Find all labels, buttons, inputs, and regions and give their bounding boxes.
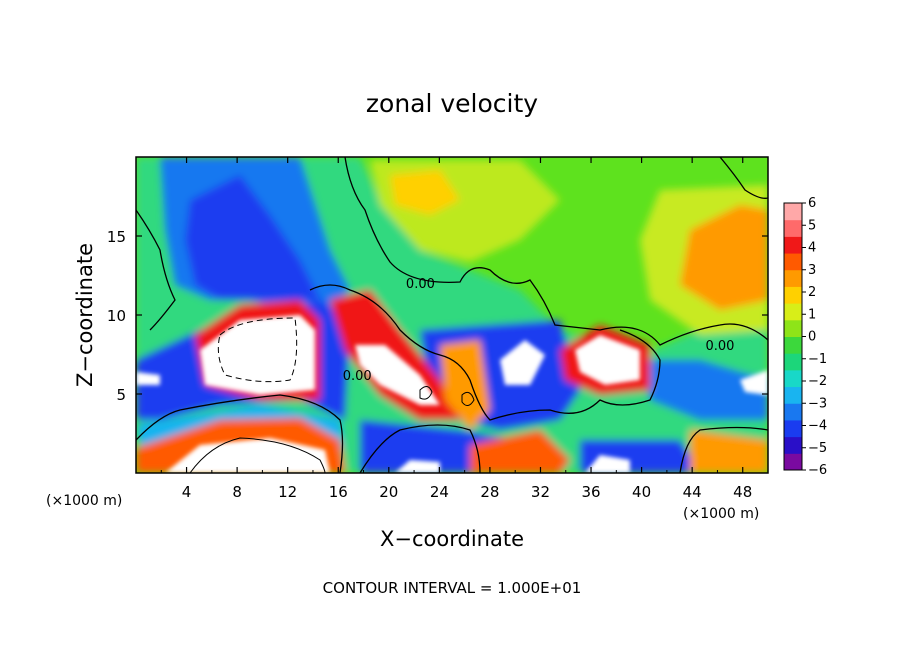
saturated-core-right [575,335,640,385]
colorbar-swatch [784,286,802,304]
y-tick-label: 10 [107,307,126,325]
contour-zero-upper-right [719,157,768,199]
y-tick-label: 5 [116,386,126,404]
x-tick-label: 8 [232,483,242,501]
colorbar-tick-label: 1 [808,307,816,322]
contour-small-loop-center [419,386,433,400]
x-tick-label: 40 [632,483,651,501]
colorbar-swatch [784,269,802,287]
colorbar-tick-label: −4 [808,419,827,434]
colorbar-swatch [784,303,802,321]
x-tick-label: 32 [531,483,550,501]
colorbar-swatch [784,353,802,371]
y-axis-label: Z−coordinate [73,243,97,387]
contour-zero-left [136,209,176,331]
colorbar-tick-label: −2 [808,374,827,389]
orange-region-bottom-center [470,430,570,473]
contour-zero-bottom-mid [359,424,481,473]
saturated-core-center [355,345,440,405]
x-tick-label: 4 [182,483,192,501]
dark-blue-band-left [185,175,320,300]
colorbar-tick-label: −6 [808,463,827,478]
x-tick-label: 48 [733,483,752,501]
saturated-core-bottom-left [165,438,330,473]
colorbar: 6 5 4 3 2 1 0 −1 −2 −3 −4 −5 −6 [783,196,827,478]
x-tick-label: 16 [329,483,348,501]
heatmap-field: 0.00 0.00 0.00 [136,157,768,473]
orange-blob-right [680,205,768,310]
y-tick-label: 15 [107,228,126,246]
contour-value-label: 0.00 [406,277,435,292]
colorbar-swatch [784,453,802,471]
colorbar-tick-label: 6 [808,196,816,211]
contour-value-label: 0.00 [705,339,734,354]
chart-title: zonal velocity [366,89,538,118]
colorbar-swatch [784,253,802,271]
colorbar-swatch [784,219,802,237]
colorbar-tick-label: 2 [808,285,816,300]
x-tick-label: 28 [480,483,499,501]
colorbar-tick-label: 3 [808,263,816,278]
x-axis-label: X−coordinate [380,527,524,551]
orange-diagonal-center [440,340,490,430]
colorbar-swatch [784,336,802,354]
x-tick-label: 44 [683,483,702,501]
colorbar-swatch [784,403,802,421]
contour-interval-footer: CONTOUR INTERVAL = 1.000E+01 [323,579,582,597]
x-unit-label: (×1000 m) [46,493,122,509]
colorbar-tick-label: 5 [808,218,816,233]
colorbar-tick-label: −5 [808,441,827,456]
colorbar-swatch [784,319,802,337]
saturated-core-left-edge [136,372,160,385]
contour-zero-lower-left [136,394,344,473]
colorbar-tick-label: 0 [808,330,816,345]
saturated-core-right-edge [740,370,768,395]
x-tick-label: 24 [430,483,449,501]
colorbar-swatch [784,236,802,254]
saturated-core-left [200,315,315,395]
x-tick-label: 20 [379,483,398,501]
colorbar-swatch [784,369,802,388]
contour-value-label: 0.00 [343,369,372,384]
saturated-core-bottom-right [585,455,630,473]
orange-region-bottom-right [690,430,768,473]
contour-small-loop-mid [461,391,475,406]
contour-lines [136,157,768,473]
contour-zero-mid [309,284,661,421]
blue-region-right-mid [640,360,768,420]
x-axis-ticks: 4 8 12 16 20 24 28 32 36 40 44 48 [160,157,752,501]
orange-blob-top-center [390,170,460,215]
x-tick-label: 36 [581,483,600,501]
contour-labels: 0.00 0.00 0.00 [343,277,735,384]
saturated-core-bottom-mid [395,460,440,473]
y-axis-ticks: 5 10 15 [107,228,768,404]
colorbar-tick-label: 4 [808,241,816,256]
contour-zero-bottom-right [679,426,768,473]
z-unit-label: (×1000 m) [683,506,759,522]
colorbar-swatch [784,203,802,221]
saturated-core-center-right [500,340,545,385]
colorbar-swatch [784,419,802,438]
x-tick-label: 12 [278,483,297,501]
colorbar-swatch [784,386,802,404]
colorbar-swatch [784,436,802,454]
contour-zero-upper [344,157,768,346]
colorbar-tick-label: −3 [808,396,827,411]
colorbar-tick-label: −1 [808,352,827,367]
contour-minus-left [217,317,298,383]
contour-plus-bottom-left [189,437,326,473]
